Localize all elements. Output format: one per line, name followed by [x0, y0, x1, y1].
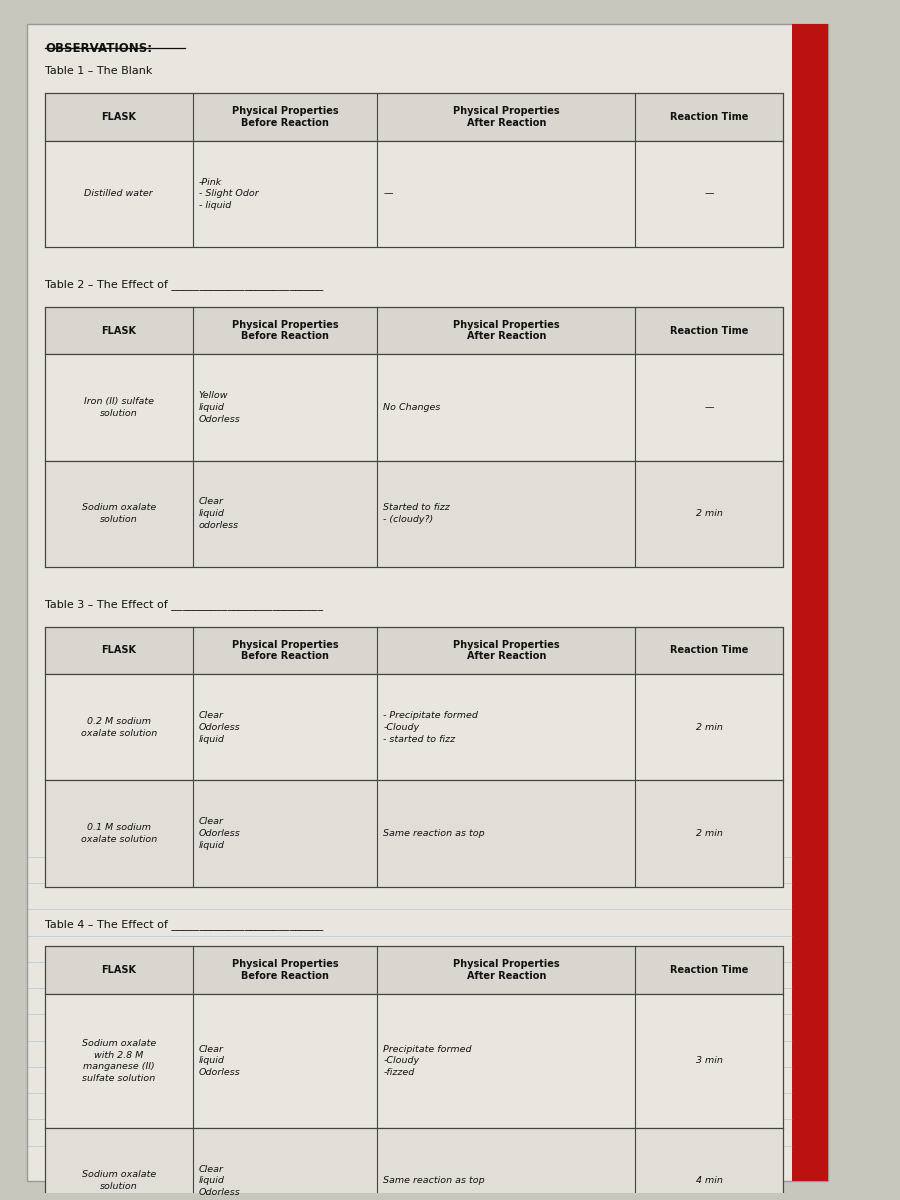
Bar	[45, 780, 783, 887]
Bar	[45, 94, 783, 140]
Text: Started to fizz
- (cloudy?): Started to fizz - (cloudy?)	[383, 503, 450, 524]
Bar	[27, 24, 828, 1182]
Text: Same reaction as top: Same reaction as top	[383, 829, 485, 838]
Text: —: —	[705, 190, 714, 198]
Text: FLASK: FLASK	[102, 965, 136, 976]
Text: —: —	[705, 403, 714, 412]
Text: 2 min: 2 min	[696, 509, 723, 518]
Text: Physical Properties
After Reaction: Physical Properties After Reaction	[453, 319, 560, 341]
Text: Physical Properties
After Reaction: Physical Properties After Reaction	[453, 960, 560, 982]
Text: Precipitate formed
-Cloudy
-fizzed: Precipitate formed -Cloudy -fizzed	[383, 1045, 472, 1078]
Text: FLASK: FLASK	[102, 646, 136, 655]
Text: Physical Properties
Before Reaction: Physical Properties Before Reaction	[231, 960, 338, 982]
Text: 0.2 M sodium
oxalate solution: 0.2 M sodium oxalate solution	[81, 716, 157, 738]
Bar	[45, 947, 783, 994]
Text: Physical Properties
Before Reaction: Physical Properties Before Reaction	[231, 640, 338, 661]
Bar	[45, 994, 783, 1128]
Bar	[45, 626, 783, 674]
Text: 3 min: 3 min	[696, 1056, 723, 1066]
Text: Clear
Odorless
liquid: Clear Odorless liquid	[199, 712, 240, 744]
Bar	[45, 354, 783, 461]
Text: Table 3 – The Effect of ___________________________: Table 3 – The Effect of ________________…	[45, 599, 323, 610]
Text: Same reaction as top: Same reaction as top	[383, 1176, 485, 1186]
Text: Sodium oxalate
solution: Sodium oxalate solution	[82, 1170, 156, 1192]
Text: Clear
liquid
Odorless: Clear liquid Odorless	[199, 1164, 240, 1198]
Bar	[45, 1128, 783, 1200]
Text: FLASK: FLASK	[102, 112, 136, 122]
Text: -Pink
- Slight Odor
- liquid: -Pink - Slight Odor - liquid	[199, 178, 258, 210]
Text: Yellow
liquid
Odorless: Yellow liquid Odorless	[199, 391, 240, 424]
Text: Sodium oxalate
with 2.8 M
manganese (II)
sulfate solution: Sodium oxalate with 2.8 M manganese (II)…	[82, 1039, 156, 1084]
Text: Physical Properties
After Reaction: Physical Properties After Reaction	[453, 106, 560, 127]
Text: Iron (II) sulfate
solution: Iron (II) sulfate solution	[84, 397, 154, 418]
Text: Table 4 – The Effect of ___________________________: Table 4 – The Effect of ________________…	[45, 919, 323, 930]
Text: 4 min: 4 min	[696, 1176, 723, 1186]
Bar	[45, 307, 783, 354]
Text: Reaction Time: Reaction Time	[670, 112, 749, 122]
Text: No Changes: No Changes	[383, 403, 441, 412]
Bar	[792, 24, 828, 1182]
Text: Reaction Time: Reaction Time	[670, 325, 749, 336]
Text: Physical Properties
Before Reaction: Physical Properties Before Reaction	[231, 319, 338, 341]
Bar	[45, 674, 783, 780]
Text: 0.1 M sodium
oxalate solution: 0.1 M sodium oxalate solution	[81, 823, 157, 844]
Text: FLASK: FLASK	[102, 325, 136, 336]
Text: - Precipitate formed
-Cloudy
- started to fizz: - Precipitate formed -Cloudy - started t…	[383, 712, 478, 744]
Text: Distilled water: Distilled water	[85, 190, 153, 198]
Text: Reaction Time: Reaction Time	[670, 646, 749, 655]
Text: Reaction Time: Reaction Time	[670, 965, 749, 976]
Text: OBSERVATIONS:: OBSERVATIONS:	[45, 42, 152, 55]
Text: Table 2 – The Effect of ___________________________: Table 2 – The Effect of ________________…	[45, 280, 323, 290]
Bar	[45, 140, 783, 247]
Text: —: —	[383, 190, 393, 198]
Text: Physical Properties
Before Reaction: Physical Properties Before Reaction	[231, 106, 338, 127]
Text: Table 1 – The Blank: Table 1 – The Blank	[45, 66, 152, 76]
Text: Clear
liquid
odorless: Clear liquid odorless	[199, 498, 239, 530]
Text: Sodium oxalate
solution: Sodium oxalate solution	[82, 503, 156, 524]
Text: 2 min: 2 min	[696, 722, 723, 732]
Text: 2 min: 2 min	[696, 829, 723, 838]
Text: Physical Properties
After Reaction: Physical Properties After Reaction	[453, 640, 560, 661]
Text: Clear
liquid
Odorless: Clear liquid Odorless	[199, 1045, 240, 1078]
Bar	[45, 461, 783, 566]
Text: Clear
Odorless
liquid: Clear Odorless liquid	[199, 817, 240, 850]
